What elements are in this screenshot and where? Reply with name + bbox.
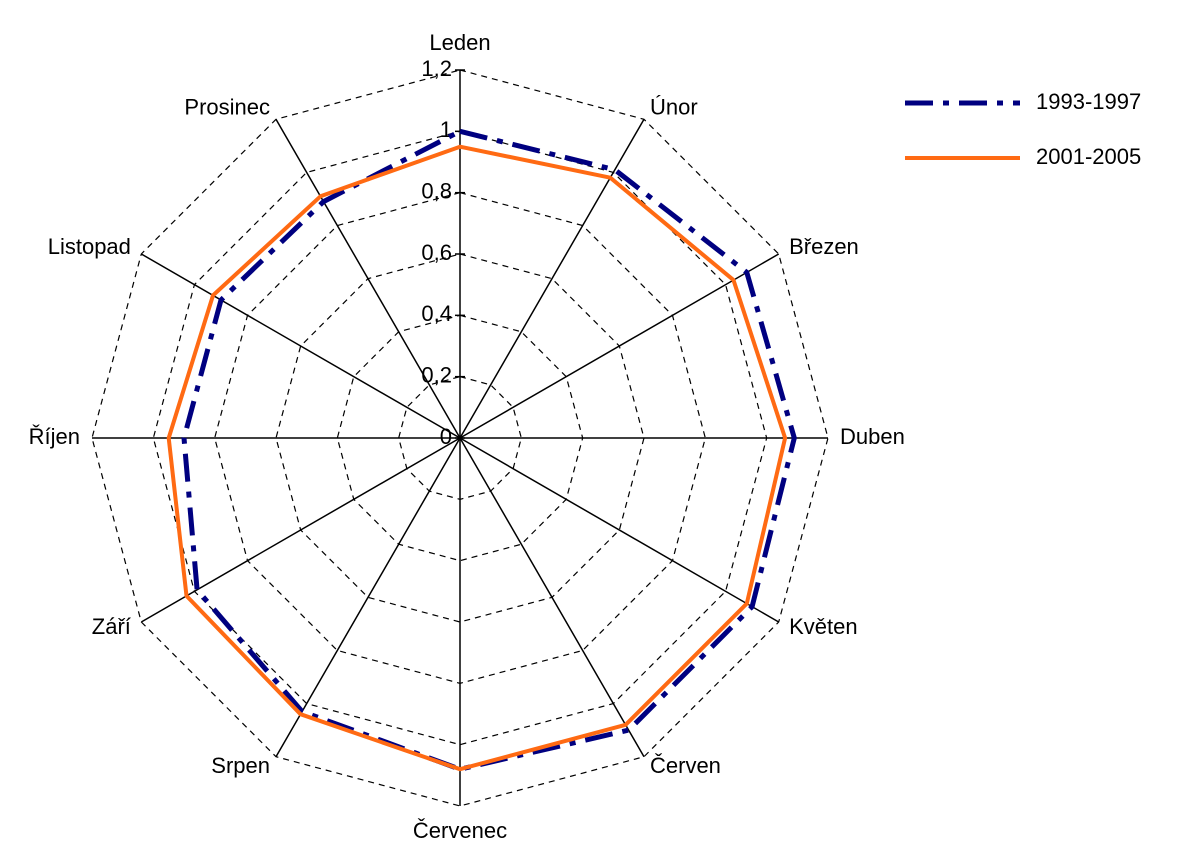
category-label: Srpen xyxy=(211,753,270,778)
y-tick-label: 0 xyxy=(440,424,452,449)
category-label: Září xyxy=(92,614,131,639)
axis-spoke xyxy=(140,253,461,439)
legend-label: 2001-2005 xyxy=(1036,144,1141,169)
category-label: Prosinec xyxy=(184,95,270,120)
category-label: Leden xyxy=(429,30,490,55)
axis-spoke xyxy=(275,118,461,439)
axis-spoke xyxy=(459,437,780,623)
series-line xyxy=(181,128,797,772)
axis-spoke xyxy=(459,118,645,439)
y-tick-label: 1,2 xyxy=(421,56,452,81)
category-label: Listopad xyxy=(48,234,131,259)
axis-spoke xyxy=(459,253,780,439)
axis-spoke xyxy=(459,437,645,758)
y-tick-label: 0,4 xyxy=(421,301,452,326)
category-label: Červen xyxy=(650,753,721,778)
axis-spoke xyxy=(275,437,461,758)
category-label: Únor xyxy=(650,95,698,120)
category-label: Květen xyxy=(789,614,858,639)
category-label: Březen xyxy=(789,234,859,259)
category-label: Červenec xyxy=(413,818,507,843)
category-label: Říjen xyxy=(29,424,80,449)
category-label: Duben xyxy=(840,424,905,449)
axis-spoke xyxy=(140,437,461,623)
y-tick-label: 0,6 xyxy=(421,240,452,265)
legend-label: 1993-1997 xyxy=(1036,89,1141,114)
y-tick-label: 0,8 xyxy=(421,178,452,203)
series-line xyxy=(166,144,788,772)
y-tick-label: 0,2 xyxy=(421,362,452,387)
